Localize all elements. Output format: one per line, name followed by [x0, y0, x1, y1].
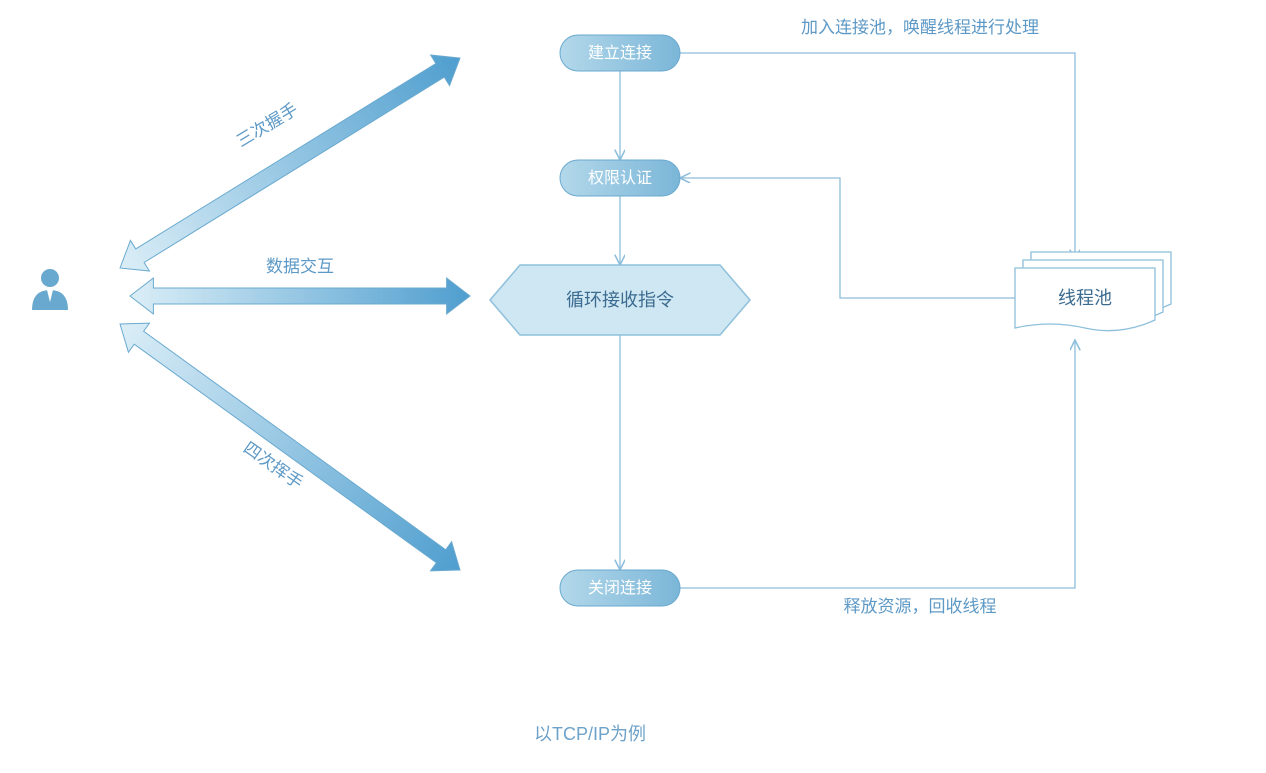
arrow-handshake3: [111, 43, 470, 284]
node-label-close: 关闭连接: [588, 579, 652, 597]
node-label-establish: 建立连接: [588, 44, 652, 62]
node-label-pool: 线程池: [1058, 288, 1112, 308]
arrow-data_exchange: [130, 278, 470, 314]
edge-label-e_establish_pool: 加入连接池，唤醒线程进行处理: [801, 18, 1039, 37]
edge-label-e_close_pool: 释放资源，回收线程: [844, 597, 997, 616]
arrow-handshake4: [109, 309, 470, 584]
node-close: 关闭连接: [560, 570, 680, 606]
node-establish: 建立连接: [560, 35, 680, 71]
node-label-loop: 循环接收指令: [566, 290, 674, 310]
node-label-auth: 权限认证: [588, 169, 652, 187]
arrow-label-data_exchange: 数据交互: [266, 257, 334, 276]
user-icon: [32, 269, 68, 310]
caption-text: 以TCP/IP为例: [534, 724, 646, 744]
arrow-label-handshake3: 三次握手: [233, 100, 301, 151]
node-pool: 线程池: [1015, 252, 1171, 331]
node-auth: 权限认证: [560, 160, 680, 196]
edge-e_establish_pool: [680, 53, 1075, 260]
edge-e_close_pool: [680, 340, 1075, 588]
node-loop: 循环接收指令: [490, 265, 750, 335]
